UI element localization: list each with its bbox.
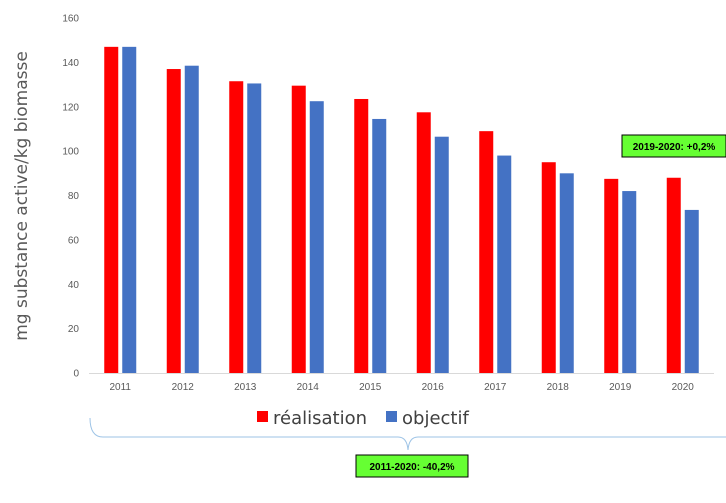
y-axis-ticks: 0 20 40 60 80 100 120 140 160: [62, 14, 79, 380]
annotation-box-2011-2020: [355, 454, 469, 478]
bar-objectif-2017: [497, 155, 512, 373]
bar-objectif-2015: [372, 118, 387, 373]
bar-objectif-2019: [622, 191, 637, 373]
y-tick-label: 0: [73, 369, 79, 380]
bar-realisation-2020: [666, 177, 681, 373]
x-tick-label: 2012: [172, 382, 195, 393]
bar-realisation-2018: [541, 162, 556, 373]
x-tick-label: 2020: [672, 382, 695, 393]
bar-realisation-2013: [229, 81, 244, 373]
legend-swatch-objectif: [386, 411, 397, 422]
bar-objectif-2012: [184, 65, 199, 373]
x-tick-label: 2016: [422, 382, 445, 393]
y-tick-label: 160: [62, 14, 79, 25]
bar-realisation-2014: [291, 85, 306, 373]
bar-realisation-2017: [479, 131, 494, 373]
y-tick-label: 140: [62, 58, 79, 69]
y-tick-label: 60: [68, 235, 80, 246]
x-axis-ticks: 2011 2012 2013 2014 2015 2016 2017 2018 2019 2020: [109, 382, 694, 393]
bar-objectif-2013: [247, 83, 262, 373]
bar-realisation-2011: [104, 46, 119, 373]
annotation-2011-2020: 2011-2020: -40,2%: [355, 454, 469, 478]
legend: réalisation objectif: [257, 408, 469, 429]
y-tick-label: 20: [68, 324, 80, 335]
bar-objectif-2011: [122, 46, 137, 373]
x-tick-label: 2019: [609, 382, 632, 393]
bar-objectif-2018: [559, 173, 574, 373]
y-tick-label: 120: [62, 102, 79, 113]
bar-realisation-2015: [354, 98, 369, 373]
bar-realisation-2019: [604, 178, 619, 373]
bar-realisation-2016: [416, 112, 431, 373]
bar-objectif-2020: [684, 209, 699, 373]
annotation-text-2019-2020: 2019-2020: +0,2%: [633, 142, 716, 153]
x-tick-label: 2011: [109, 382, 131, 393]
y-tick-label: 40: [68, 280, 80, 291]
y-tick-label: 100: [62, 147, 79, 158]
y-axis-label: mg substance active/kg biomasse: [12, 51, 32, 341]
annotation-2019-2020: 2019-2020: +0,2%: [621, 134, 726, 158]
legend-swatch-realisation: [257, 411, 268, 422]
annotation-box-2019-2020: [621, 134, 726, 158]
bar-objectif-2016: [434, 136, 449, 373]
x-tick-label: 2018: [547, 382, 570, 393]
annotation-text-2011-2020: 2011-2020: -40,2%: [369, 462, 454, 473]
x-tick-label: 2017: [484, 382, 507, 393]
y-tick-label: 80: [68, 191, 80, 202]
x-tick-label: 2015: [359, 382, 382, 393]
x-tick-label: 2013: [234, 382, 257, 393]
legend-label-realisation: réalisation: [273, 408, 367, 429]
bar-realisation-2012: [166, 69, 181, 373]
x-tick-label: 2014: [297, 382, 320, 393]
bar-objectif-2014: [309, 101, 324, 373]
bars: [104, 46, 699, 373]
range-brace: [89, 417, 726, 451]
legend-label-objectif: objectif: [402, 408, 469, 429]
